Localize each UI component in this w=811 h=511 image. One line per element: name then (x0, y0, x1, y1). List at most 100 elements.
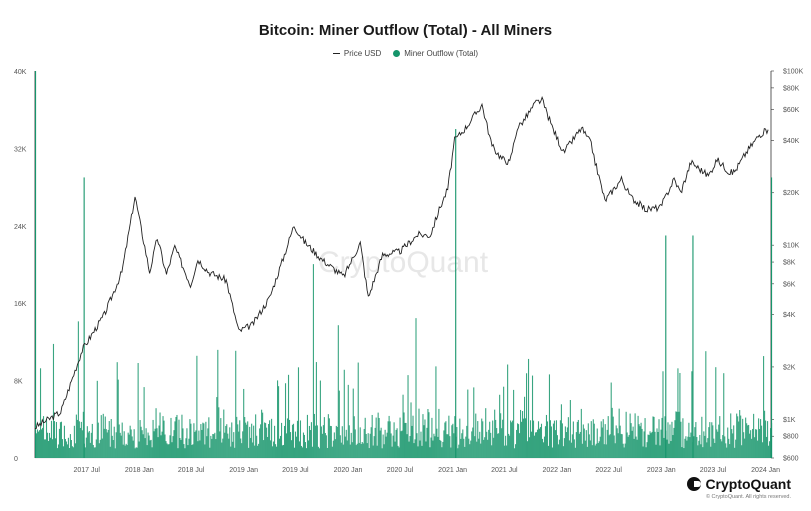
outflow-bar (543, 436, 546, 458)
outflow-bar (285, 433, 288, 458)
outflow-bar (768, 445, 770, 458)
outflow-bar (123, 431, 125, 458)
outflow-bar (284, 383, 287, 458)
outflow-bar (453, 433, 455, 458)
outflow-bar (160, 435, 162, 458)
outflow-bar (305, 448, 307, 458)
outflow-bar (404, 422, 406, 458)
outflow-bar (693, 436, 695, 458)
outflow-bar (577, 419, 579, 458)
outflow-bar (434, 436, 436, 458)
outflow-bar (482, 421, 484, 458)
outflow-bar (611, 407, 613, 458)
outflow-bar (217, 349, 219, 458)
outflow-bar (667, 422, 669, 458)
outflow-bar (228, 438, 230, 458)
outflow-bar (678, 411, 680, 458)
right-axis-tick-label: $20K (783, 190, 800, 197)
outflow-bar (511, 422, 513, 458)
outflow-bar (661, 417, 663, 458)
outflow-bar (490, 432, 492, 458)
outflow-bar (69, 434, 71, 458)
outflow-bar (386, 432, 388, 458)
outflow-bar (373, 436, 375, 458)
outflow-bar (89, 442, 91, 458)
outflow-bar (562, 446, 564, 458)
outflow-bar (64, 438, 66, 458)
outflow-bar (136, 447, 138, 458)
outflow-bar (448, 415, 450, 458)
outflow-bar (141, 430, 143, 458)
outflow-bar (733, 425, 735, 458)
outflow-bar (112, 440, 114, 458)
outflow-bar (310, 422, 312, 458)
outflow-bar (100, 415, 102, 458)
outflow-bar (432, 440, 434, 458)
outflow-bar (691, 371, 693, 458)
outflow-bar (106, 432, 108, 458)
outflow-bar (640, 422, 642, 458)
outflow-bar (660, 429, 662, 458)
outflow-bar (474, 436, 476, 458)
outflow-bar (296, 420, 299, 458)
outflow-bar (170, 417, 172, 458)
outflow-bar (283, 425, 286, 458)
outflow-bar (175, 416, 177, 458)
outflow-bar (234, 447, 236, 458)
outflow-bar (298, 441, 301, 458)
outflow-bar (752, 428, 754, 458)
outflow-bar (655, 444, 657, 458)
outflow-bar (45, 419, 48, 458)
outflow-bar (192, 444, 194, 458)
outflow-bar (174, 421, 176, 458)
outflow-bar (604, 424, 606, 458)
outflow-bar (525, 418, 527, 458)
outflow-bar (219, 431, 221, 458)
outflow-bar (420, 431, 422, 458)
outflow-bar (185, 438, 187, 458)
outflow-bar (253, 425, 255, 458)
legend-item-outflow[interactable]: Miner Outflow (Total) (393, 49, 478, 58)
outflow-bar (265, 423, 267, 458)
outflow-bar (120, 435, 122, 458)
outflow-bar (505, 435, 507, 458)
right-axis-tick-label: $40K (783, 138, 800, 145)
outflow-bar (666, 439, 668, 458)
outflow-bar (304, 442, 306, 458)
outflow-bar (153, 431, 155, 458)
outflow-bar (446, 434, 448, 458)
outflow-bar (731, 429, 733, 458)
outflow-bar (282, 444, 285, 458)
outflow-bar (291, 424, 294, 458)
outflow-bar (497, 433, 499, 458)
outflow-bar (563, 438, 565, 458)
outflow-bar (688, 422, 690, 458)
outflow-bar (456, 427, 458, 458)
outflow-bar (38, 430, 41, 458)
outflow-bar (495, 419, 497, 458)
outflow-bar (708, 427, 710, 458)
outflow-bar (472, 427, 474, 458)
outflow-bar (79, 427, 81, 458)
outflow-bar (229, 427, 231, 458)
outflow-bar (758, 418, 760, 458)
outflow-bar (770, 428, 772, 458)
outflow-bar (687, 436, 689, 458)
outflow-bar (357, 362, 359, 458)
outflow-bar (293, 447, 296, 458)
outflow-bar (513, 389, 515, 458)
outflow-bar (161, 431, 163, 458)
outflow-bar (142, 434, 144, 458)
outflow-bar (662, 371, 664, 458)
outflow-bar (286, 418, 289, 458)
outflow-bar (673, 427, 675, 458)
outflow-bar (533, 435, 536, 458)
outflow-bar (137, 363, 139, 458)
outflow-bar (502, 419, 504, 458)
outflow-bar (346, 440, 348, 458)
legend-item-price[interactable]: Price USD (332, 49, 381, 58)
outflow-bar (622, 443, 624, 458)
outflow-bar (245, 422, 247, 458)
outflow-bar (624, 443, 626, 458)
